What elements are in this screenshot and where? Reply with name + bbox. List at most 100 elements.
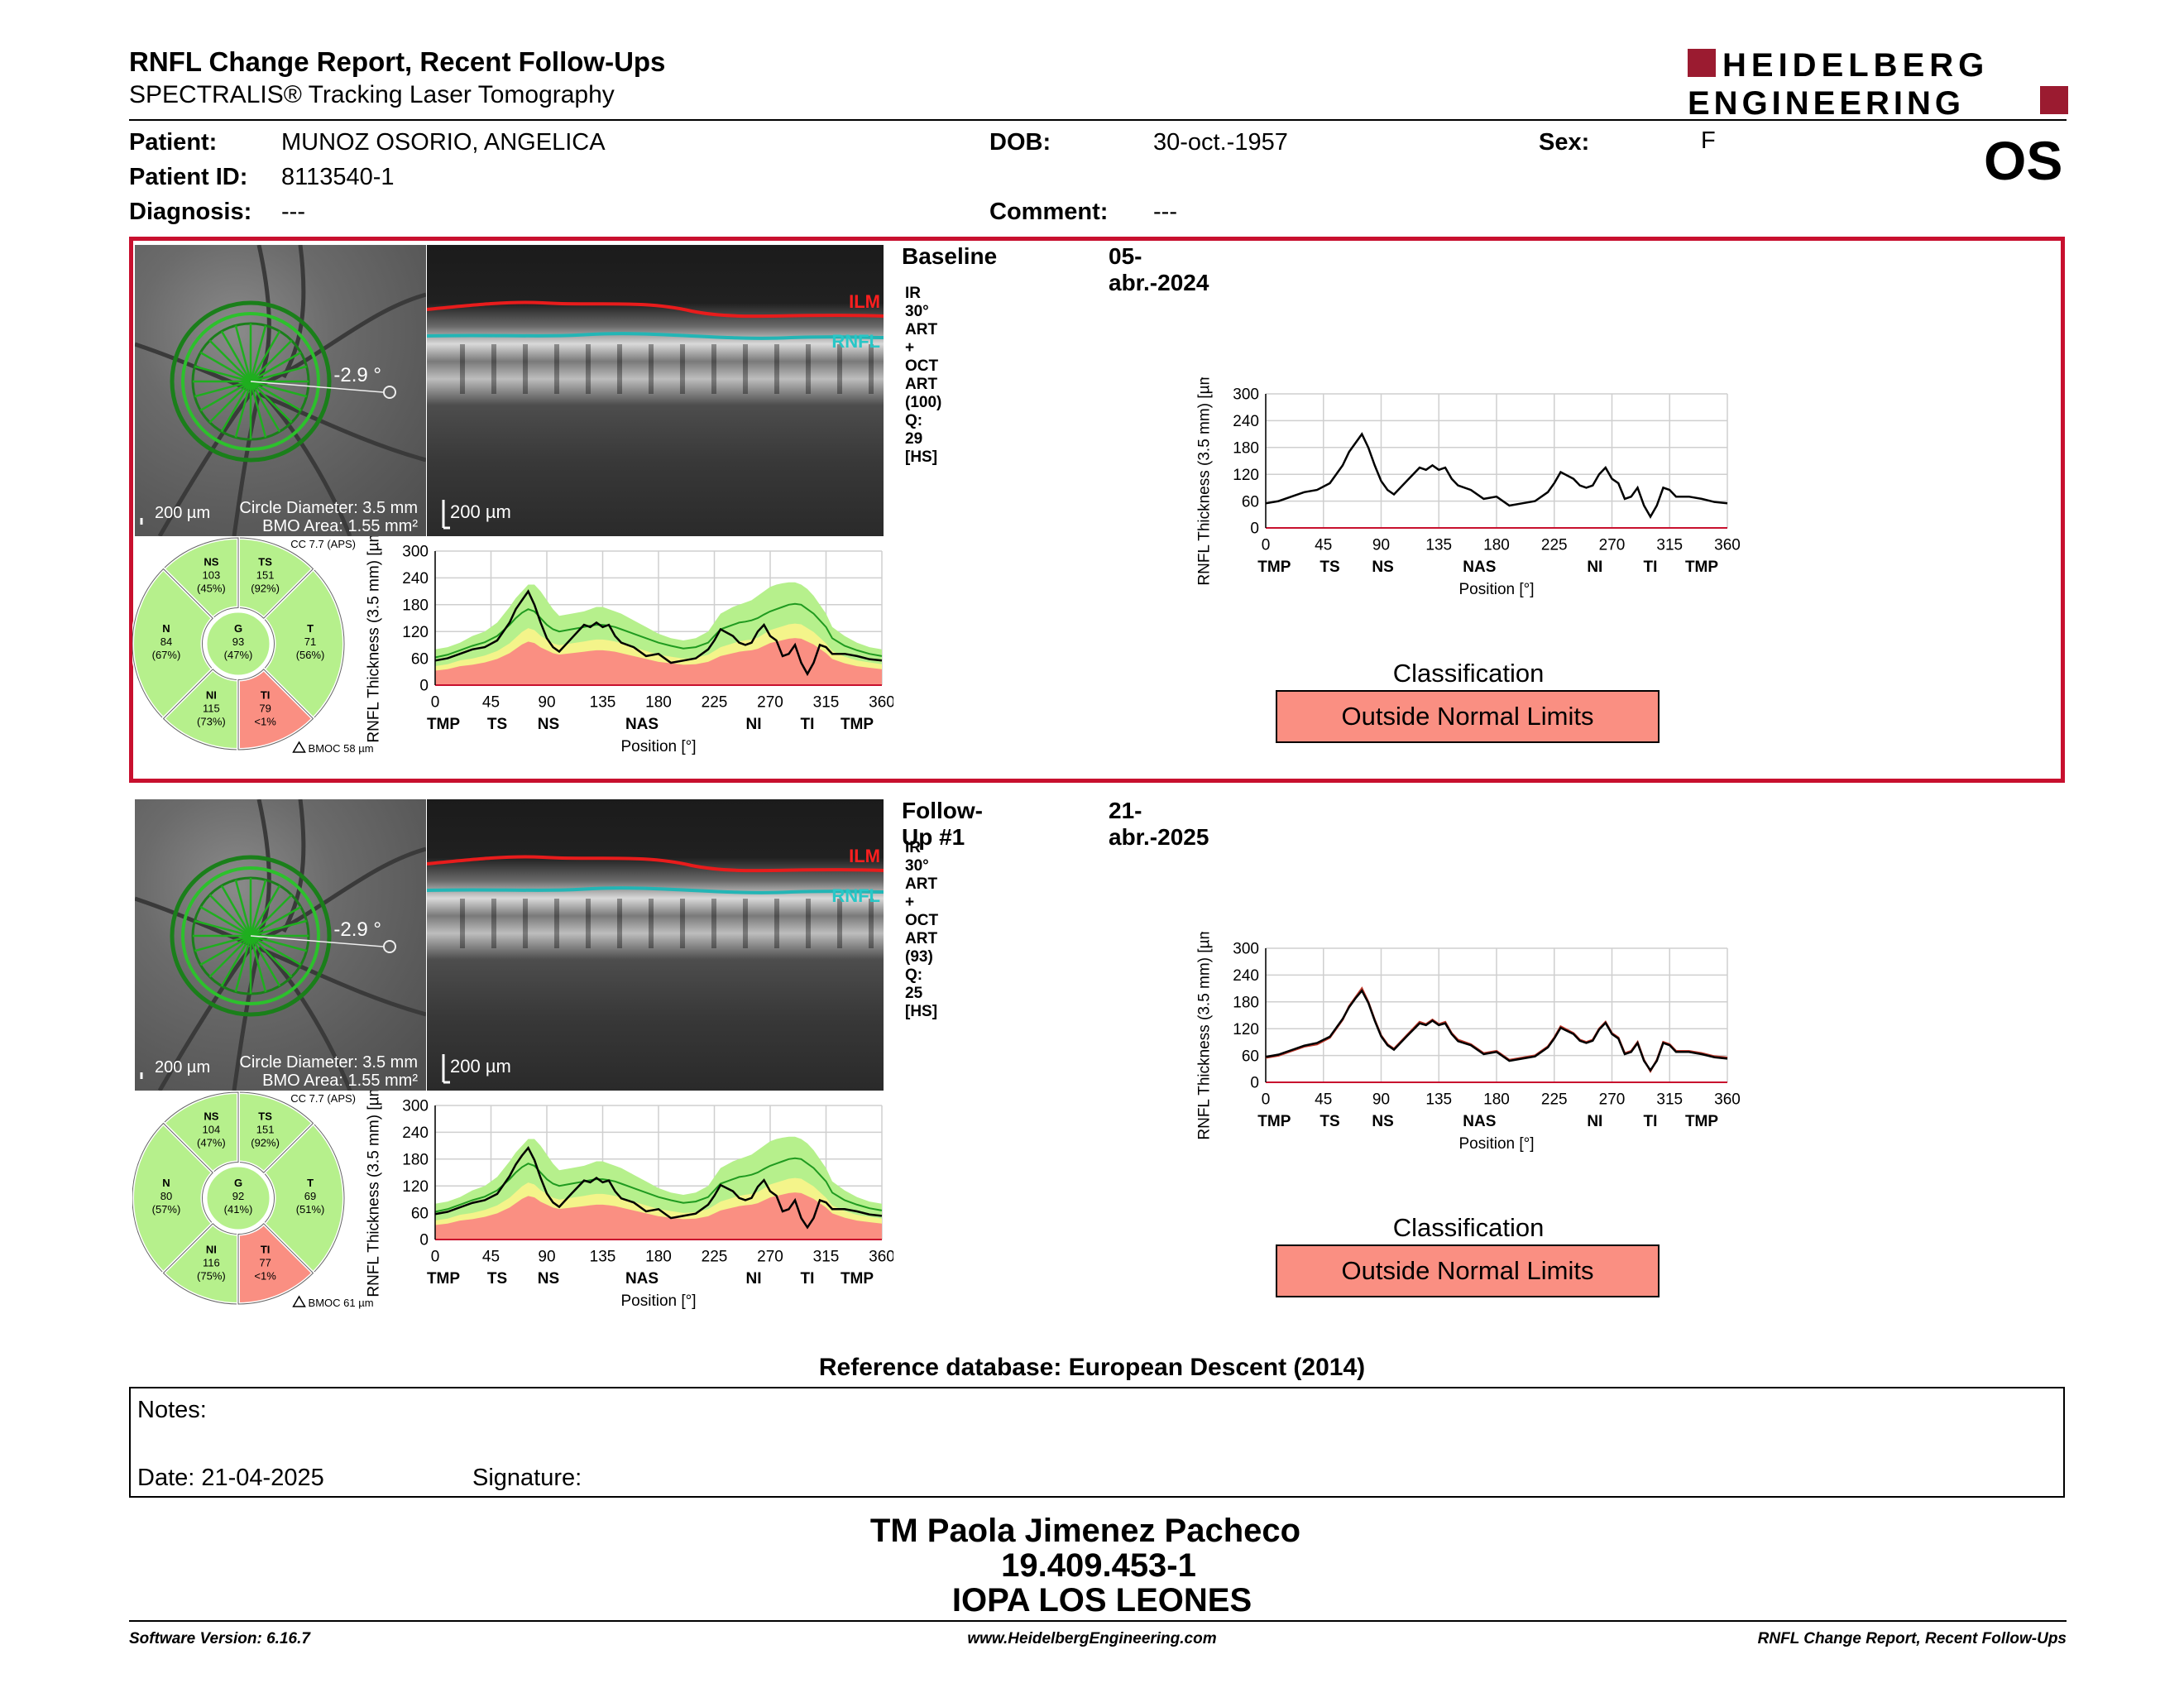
visit-small-charts: CC 7.7 (APS)NS103(45%)TS151(92%)N84(67%)… — [132, 536, 893, 755]
visit-profile-chart: 300 240 180 120 60 00 45 90 135 180 225 270 315 360 TM… — [1196, 932, 1741, 1153]
diagnosis-label: Diagnosis: — [129, 199, 252, 225]
sector-axis-label: TMP — [427, 1270, 460, 1288]
retinal-vessel — [258, 292, 426, 388]
x-tick-label: 180 — [1483, 1091, 1510, 1109]
sector-axis-label: NI — [746, 1270, 762, 1288]
sector-axis-label: TMP — [427, 716, 460, 733]
sector-label: TI — [261, 689, 271, 702]
bmo-area-label: BMO Area: 1.55 mm² — [262, 517, 418, 535]
radial-scan-line — [199, 934, 251, 966]
radial-scan-line — [194, 919, 251, 938]
radial-scan-line — [249, 935, 267, 992]
y-tick-label: 240 — [402, 1125, 429, 1142]
bmoc-label: BMOC 61 µm — [309, 1297, 374, 1309]
x-tick-label: 90 — [1372, 537, 1390, 554]
patient-name: MUNOZ OSORIO, ANGELICA — [281, 129, 606, 156]
sector-axis-label: NAS — [1463, 559, 1496, 576]
fundus-image: -2.9 ° 200 µm Circle Diameter: 3.5 mm BMO A… — [135, 245, 426, 536]
visit-small-charts: CC 7.7 (APS)NS104(47%)TS151(92%)N80(57%)… — [132, 1091, 893, 1310]
radial-scan-line — [234, 381, 252, 438]
sector-value: 71 — [304, 635, 316, 648]
radial-scan-line — [208, 935, 251, 978]
sector-label: TS — [258, 555, 272, 568]
ilm-label: ILM — [849, 291, 880, 312]
delta-icon — [292, 741, 306, 753]
y-tick-label: 180 — [1233, 994, 1259, 1011]
normative-mean-line — [434, 1157, 883, 1213]
sector-percentile: (47%) — [197, 1136, 226, 1149]
x-tick-label: 225 — [1541, 537, 1568, 554]
sector-label: NI — [206, 1244, 217, 1256]
x-tick-label: 180 — [645, 694, 672, 712]
x-tick-label: 360 — [869, 694, 893, 712]
radial-scan-line — [208, 381, 251, 424]
outside-normal-band — [435, 1192, 882, 1240]
eye-indicator: OS — [1984, 130, 2063, 191]
x-tick-label: 0 — [431, 1249, 440, 1266]
sector-axis-label: TI — [1644, 1113, 1658, 1130]
sector-axis-label: TS — [487, 1270, 507, 1288]
visit-profile-chart: 300 240 180 120 60 00 45 90 135 180 225 270 315 360 TM… — [1196, 377, 1741, 598]
sector-axis-label: TS — [1320, 559, 1339, 576]
radial-scan-line — [220, 330, 252, 382]
retinal-vessel — [266, 951, 352, 1091]
notes-signature: Signature: — [472, 1465, 582, 1491]
sector-percentile: (67%) — [152, 649, 181, 661]
outside-normal-band — [435, 638, 882, 685]
sector-axis-label: NAS — [625, 1270, 659, 1288]
fovea-angle: -2.9 ° — [333, 364, 381, 386]
sector-value: 93 — [232, 635, 244, 648]
x-tick-label: 135 — [1425, 537, 1452, 554]
sector-value: 84 — [160, 635, 172, 648]
sector-value: 92 — [232, 1190, 244, 1202]
x-axis-label: Position [°] — [1458, 581, 1534, 598]
radial-scan-line — [234, 325, 252, 382]
x-tick-label: 45 — [482, 694, 500, 712]
ilm-boundary — [427, 300, 884, 319]
sector-label: N — [162, 622, 170, 635]
radial-scan-line — [199, 351, 251, 383]
website: www.HeidelbergEngineering.com — [967, 1630, 1217, 1647]
oct-bscan-image: ILM RNFL 200 µm — [427, 245, 884, 536]
radial-scan-line — [250, 380, 307, 398]
y-tick-label: 300 — [402, 544, 429, 561]
footer-divider — [129, 1620, 2067, 1622]
sector-axis-label: TMP — [841, 716, 874, 733]
report-subtitle: SPECTRALIS® Tracking Laser Tomography — [129, 81, 615, 108]
sex-label: Sex: — [1539, 129, 1590, 156]
radial-scan-line — [249, 330, 281, 382]
sector-value: 151 — [256, 1123, 275, 1135]
software-version: Software Version: 6.16.7 — [129, 1630, 310, 1647]
sector-label: NS — [204, 1110, 218, 1122]
radial-scan-line — [250, 339, 293, 382]
footer-report-name: RNFL Change Report, Recent Follow-Ups — [1757, 1630, 2067, 1647]
thickness-series-line — [1265, 432, 1728, 520]
radial-scan-line — [250, 935, 293, 978]
radial-scan-line — [250, 380, 302, 412]
sector-percentile: (41%) — [224, 1203, 253, 1216]
x-tick-label: 135 — [590, 694, 616, 712]
sector-global — [204, 1163, 273, 1233]
radial-scan-line — [194, 365, 251, 383]
sector-axis-label: TI — [1644, 559, 1658, 576]
sector-percentile: (92%) — [251, 1136, 280, 1149]
sector-axis-label: TS — [487, 716, 507, 733]
x-tick-label: 270 — [1599, 537, 1626, 554]
x-tick-label: 90 — [538, 1249, 555, 1266]
radial-scan-line — [199, 380, 251, 412]
classification-result: Outside Normal Limits — [1276, 1244, 1660, 1297]
dob-label: DOB: — [989, 129, 1051, 156]
fovea-marker — [383, 386, 396, 399]
y-tick-label: 240 — [1233, 413, 1259, 430]
sector-label: G — [234, 1177, 242, 1189]
x-tick-label: 315 — [813, 1249, 840, 1266]
radial-scan-line — [250, 919, 307, 938]
sector-axis-label: NS — [1372, 559, 1393, 576]
thickness-series-line — [1265, 989, 1728, 1072]
classification-title: Classification — [1392, 1213, 1545, 1242]
retinal-vessel — [258, 391, 426, 463]
x-tick-label: 360 — [1714, 537, 1741, 554]
sector-value: 151 — [256, 568, 275, 581]
